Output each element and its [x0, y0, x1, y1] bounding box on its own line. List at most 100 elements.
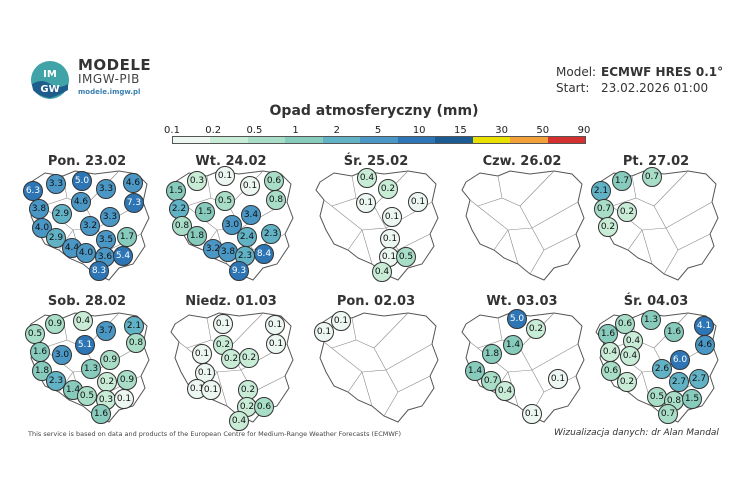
precip-value-marker: 1.4: [465, 361, 485, 381]
poland-map: 0.4 0.2 0.1 0.1 0.1 0.1 0.1 0.5 0.4: [312, 168, 440, 286]
precip-value-marker: 3.4: [241, 205, 261, 225]
precip-value-marker: 5.1: [75, 335, 95, 355]
precip-value-marker: 1.6: [664, 322, 684, 342]
precip-value-marker: 0.6: [601, 361, 621, 381]
map-day-title: Wt. 24.02: [195, 154, 267, 169]
precip-value-marker: 2.6: [652, 359, 672, 379]
footer-attribution: This service is based on data and produc…: [28, 430, 402, 438]
model-label: Model:: [556, 65, 597, 79]
svg-text:IM: IM: [43, 69, 57, 80]
precip-value-marker: 3.3: [96, 179, 116, 199]
precip-value-marker: 0.8: [126, 333, 146, 353]
precip-value-marker: 0.4: [620, 346, 640, 366]
legend-swatch: [210, 137, 248, 143]
precip-value-marker: 0.4: [372, 262, 392, 282]
precip-value-marker: 2.9: [46, 228, 66, 248]
precip-value-marker: 4.6: [123, 173, 143, 193]
precip-value-marker: 0.2: [598, 217, 618, 237]
svg-text:GW: GW: [40, 84, 59, 95]
precip-value-marker: 1.8: [187, 226, 207, 246]
precip-value-marker: 0.4: [73, 311, 93, 331]
precip-value-marker: 1.6: [91, 404, 111, 424]
precip-value-marker: 0.1: [192, 344, 212, 364]
precip-value-marker: 0.1: [408, 192, 428, 212]
brand-url[interactable]: modele.imgw.pl: [78, 88, 141, 96]
legend-swatch: [360, 137, 398, 143]
precip-value-marker: 1.5: [166, 181, 186, 201]
map-day-title: Pt. 27.02: [622, 154, 690, 169]
legend-tick-label: 90: [577, 125, 591, 136]
model-value: ECMWF HRES 0.1°: [601, 65, 724, 79]
precip-value-marker: 1.7: [612, 171, 632, 191]
poland-map: [458, 168, 586, 286]
legend-swatch: [285, 137, 323, 143]
precip-value-marker: 0.1: [356, 193, 376, 213]
precip-value-marker: 0.1: [382, 207, 402, 227]
precip-value-marker: 0.5: [215, 191, 235, 211]
poland-map: 5.0 3.3 3.3 4.6 6.3 4.6 7.3 3.8 2.9 3.3 4.0 3.2 2.9 3…: [23, 168, 151, 286]
precip-value-marker: 1.4: [503, 335, 523, 355]
imgw-logo: IM GW: [31, 61, 69, 99]
legend-tick-label: 0.1: [164, 125, 180, 136]
precip-value-marker: 2.7: [669, 372, 689, 392]
precip-value-marker: 2.1: [591, 181, 611, 201]
precip-value-marker: 0.5: [77, 386, 97, 406]
poland-map: 0.1 0.1 0.1 0.2 0.1 0.2 0.2 0.1 0.1 0.1 0.2 0.2 0.6 0…: [167, 310, 295, 431]
footer-credit: Wizualizacja danych: dr Alan Mandal: [554, 428, 719, 438]
precip-value-marker: 7.3: [124, 193, 144, 213]
precip-value-marker: 0.1: [314, 322, 334, 342]
precip-value-marker: 1.3: [81, 359, 101, 379]
precip-value-marker: 0.7: [594, 199, 614, 219]
precip-value-marker: 0.1: [240, 176, 260, 196]
legend-tick-label: 0.2: [205, 125, 222, 136]
precip-value-marker: 3.8: [29, 199, 49, 219]
precip-value-marker: 0.1: [213, 314, 233, 334]
start-label: Start:: [556, 81, 590, 95]
precip-value-marker: 2.3: [261, 224, 281, 244]
precip-value-marker: 9.3: [229, 261, 249, 281]
start-value: 23.02.2026 01:00: [601, 81, 709, 95]
precip-value-marker: 0.6: [254, 397, 274, 417]
legend-swatch: [547, 137, 585, 143]
map-day-title: Śr. 25.02: [343, 154, 409, 169]
brand-title: MODELE: [78, 56, 152, 74]
precip-value-marker: 0.2: [617, 372, 637, 392]
precip-value-marker: 3.0: [52, 345, 72, 365]
legend-tick-label: 1: [292, 125, 299, 136]
precip-value-marker: 0.1: [548, 369, 568, 389]
precip-value-marker: 1.5: [195, 202, 215, 222]
legend-colorbar: [172, 136, 586, 144]
legend-swatch: [173, 137, 211, 143]
precip-value-marker: 0.2: [617, 202, 637, 222]
precip-value-marker: 0.5: [25, 324, 45, 344]
legend-swatch: [397, 137, 436, 143]
precip-value-marker: 1.7: [117, 227, 137, 247]
precip-value-marker: 0.1: [331, 311, 351, 331]
legend-swatch: [322, 137, 361, 143]
precip-value-marker: 0.2: [526, 319, 546, 339]
precip-value-marker: 0.9: [100, 350, 120, 370]
legend-title: Opad atmosferyczny (mm): [269, 103, 479, 119]
precip-value-marker: 0.2: [221, 349, 241, 369]
precip-value-marker: 4.1: [694, 316, 714, 336]
poland-map: 0.1 0.3 0.1 0.6 1.5 0.5 0.8 2.2 1.5 3.4 0.8 3.0 1.8 2…: [166, 166, 295, 286]
precip-value-marker: 0.4: [600, 342, 620, 362]
precip-value-marker: 4.0: [76, 243, 96, 263]
precip-value-marker: 0.1: [114, 389, 134, 409]
precip-value-marker: 3.0: [222, 215, 242, 235]
precip-value-marker: 0.2: [378, 179, 398, 199]
precip-value-marker: 0.2: [97, 372, 117, 392]
precip-value-marker: 6.0: [670, 350, 690, 370]
precip-value-marker: 0.3: [187, 171, 207, 191]
precip-value-marker: 2.3: [46, 371, 66, 391]
legend-tick-label: 50: [536, 125, 550, 136]
precip-value-marker: 0.1: [266, 334, 286, 354]
legend-swatch: [510, 137, 548, 143]
precip-value-marker: 2.9: [52, 204, 72, 224]
map-day-title: Czw. 26.02: [482, 154, 562, 169]
precip-value-marker: 0.1: [522, 404, 542, 424]
precip-value-marker: 3.2: [80, 216, 100, 236]
map-day-title: Pon. 02.03: [336, 294, 416, 309]
map-day-title: Pon. 23.02: [47, 154, 127, 169]
precip-value-marker: 2.4: [237, 227, 257, 247]
